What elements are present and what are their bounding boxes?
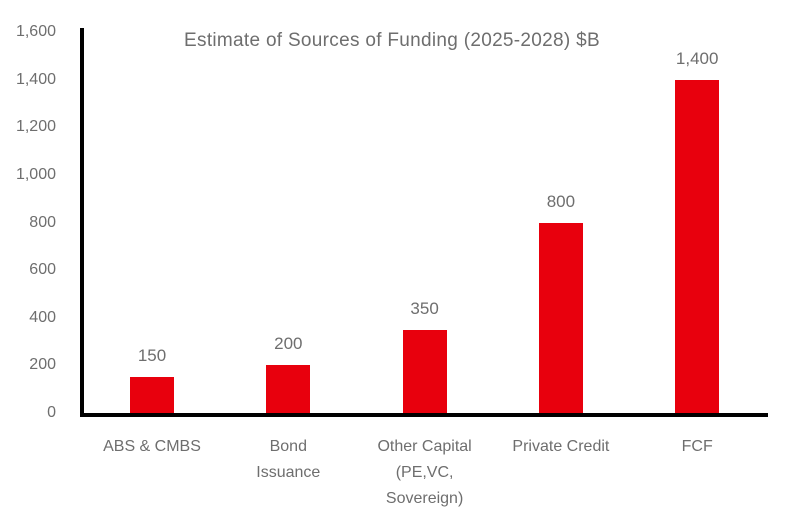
y-tick-label: 600 bbox=[29, 261, 56, 279]
bar-value-label: 1,400 bbox=[675, 48, 719, 68]
bar bbox=[266, 365, 311, 413]
y-tick-label: 0 bbox=[47, 404, 56, 421]
bar bbox=[675, 79, 720, 413]
y-axis-line bbox=[80, 28, 84, 417]
y-tick-label: 1,400 bbox=[15, 70, 56, 88]
category-label: Private Credit bbox=[512, 438, 610, 455]
bar bbox=[538, 222, 583, 413]
bar-value-label: 800 bbox=[546, 191, 576, 211]
bar bbox=[130, 377, 174, 413]
bar-value-label: 150 bbox=[137, 346, 167, 366]
bar bbox=[402, 329, 447, 413]
x-axis-line bbox=[80, 413, 768, 417]
y-tick-label: 1,200 bbox=[15, 118, 56, 136]
category-label: Bond Issuance bbox=[256, 438, 321, 481]
category-label: FCF bbox=[681, 438, 713, 455]
y-tick-label: 200 bbox=[29, 356, 56, 374]
category-label: Other Capital (PE,VC, Sovereign) bbox=[377, 438, 472, 507]
chart-title: Estimate of Sources of Funding (2025-202… bbox=[184, 30, 600, 51]
bar-value-label: 350 bbox=[410, 298, 439, 318]
y-tick-label: 400 bbox=[29, 308, 56, 326]
y-tick-label: 800 bbox=[29, 213, 56, 231]
y-tick-label: 1,000 bbox=[15, 165, 56, 183]
y-tick-label: 1,600 bbox=[15, 23, 56, 40]
category-label: ABS & CMBS bbox=[103, 438, 201, 455]
bar-value-label: 200 bbox=[274, 334, 303, 354]
